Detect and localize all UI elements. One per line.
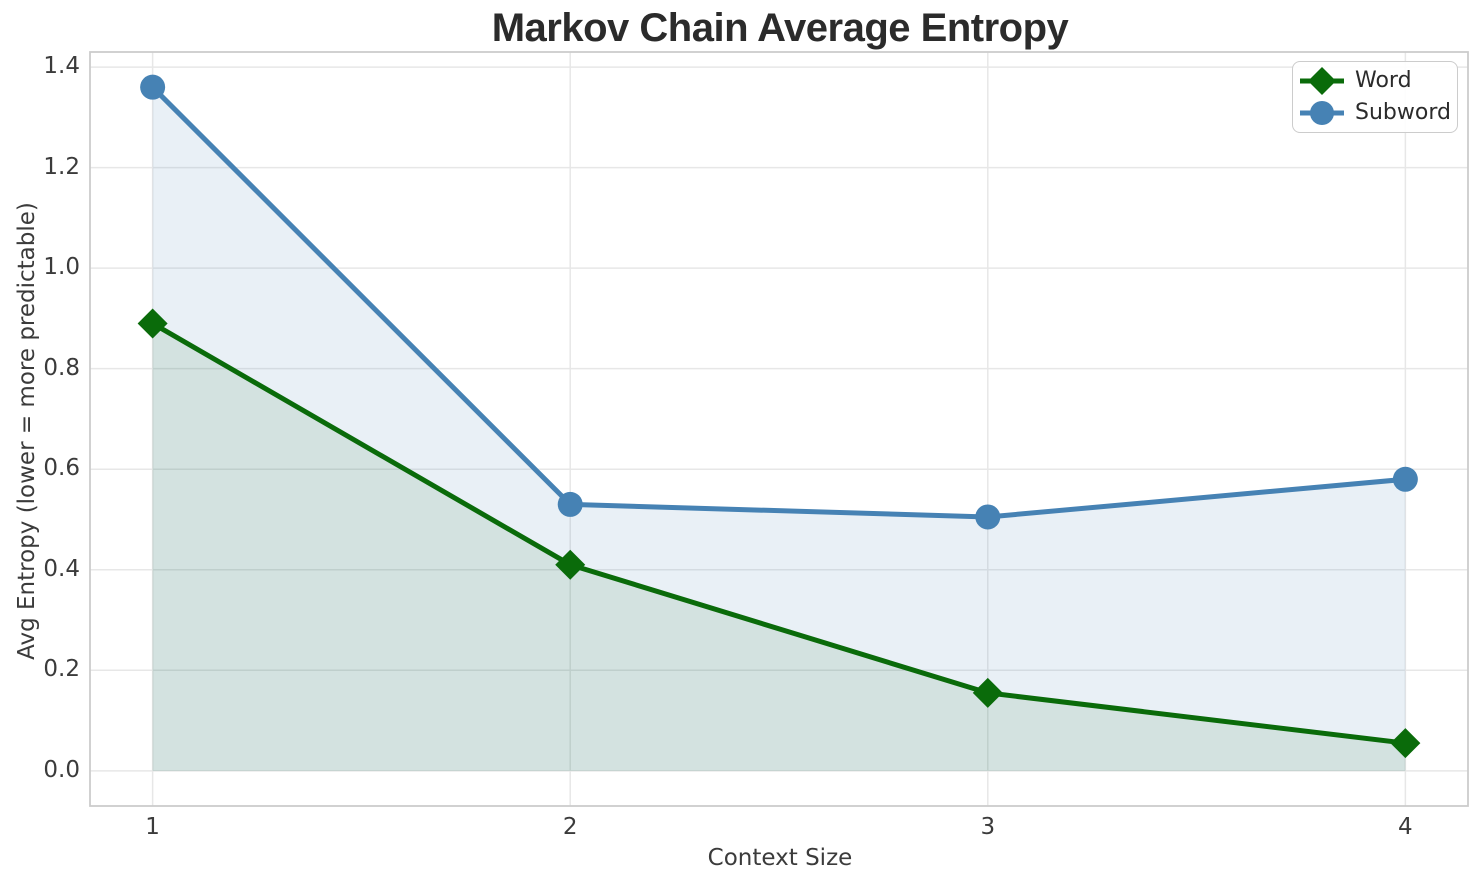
y-tick-label: 0.2 bbox=[43, 656, 80, 683]
word-line bbox=[151, 321, 1406, 746]
y-tick-label: 1.0 bbox=[43, 254, 80, 281]
x-tick-label: 3 bbox=[980, 814, 996, 840]
y-tick-label: 1.2 bbox=[43, 153, 80, 180]
x-tick-label: 4 bbox=[1398, 814, 1413, 840]
subword-area-fill bbox=[152, 87, 1406, 771]
word-series-marker-icon bbox=[1300, 66, 1344, 95]
y-axis-label: Avg Entropy (lower = more predictable) bbox=[14, 202, 40, 660]
x-axis-label: Context Size bbox=[707, 845, 853, 871]
y-tick-label: 0.8 bbox=[43, 354, 80, 381]
y-tick-label: 0.4 bbox=[43, 555, 80, 582]
subword-series-marker-icon bbox=[1300, 101, 1344, 126]
subword-marker bbox=[975, 504, 1001, 530]
chart-title: Markov Chain Average Entropy bbox=[491, 6, 1069, 50]
y-tick-label: 0.6 bbox=[43, 455, 80, 482]
word-marker bbox=[972, 677, 1003, 708]
y-tick-label: 1.4 bbox=[43, 53, 80, 80]
subword-marker bbox=[140, 74, 166, 100]
plot-border bbox=[89, 51, 1469, 807]
legend-item-subword: Subword bbox=[1299, 97, 1451, 129]
word-marker bbox=[1390, 728, 1421, 759]
word-area-fill bbox=[152, 323, 1406, 771]
legend-item-word: Word bbox=[1299, 65, 1451, 97]
x-tick-label: 1 bbox=[145, 814, 160, 840]
y-tick-label: 0.0 bbox=[43, 756, 80, 783]
legend-label-word: Word bbox=[1355, 67, 1412, 93]
word-marker bbox=[555, 549, 586, 580]
subword-marker bbox=[1392, 466, 1418, 492]
legend: Word Subword bbox=[1292, 61, 1458, 133]
subword-line bbox=[150, 85, 1406, 520]
word-marker bbox=[137, 308, 168, 339]
legend-label-subword: Subword bbox=[1355, 100, 1451, 126]
subword-marker bbox=[557, 491, 583, 517]
x-tick-label: 2 bbox=[562, 814, 578, 840]
